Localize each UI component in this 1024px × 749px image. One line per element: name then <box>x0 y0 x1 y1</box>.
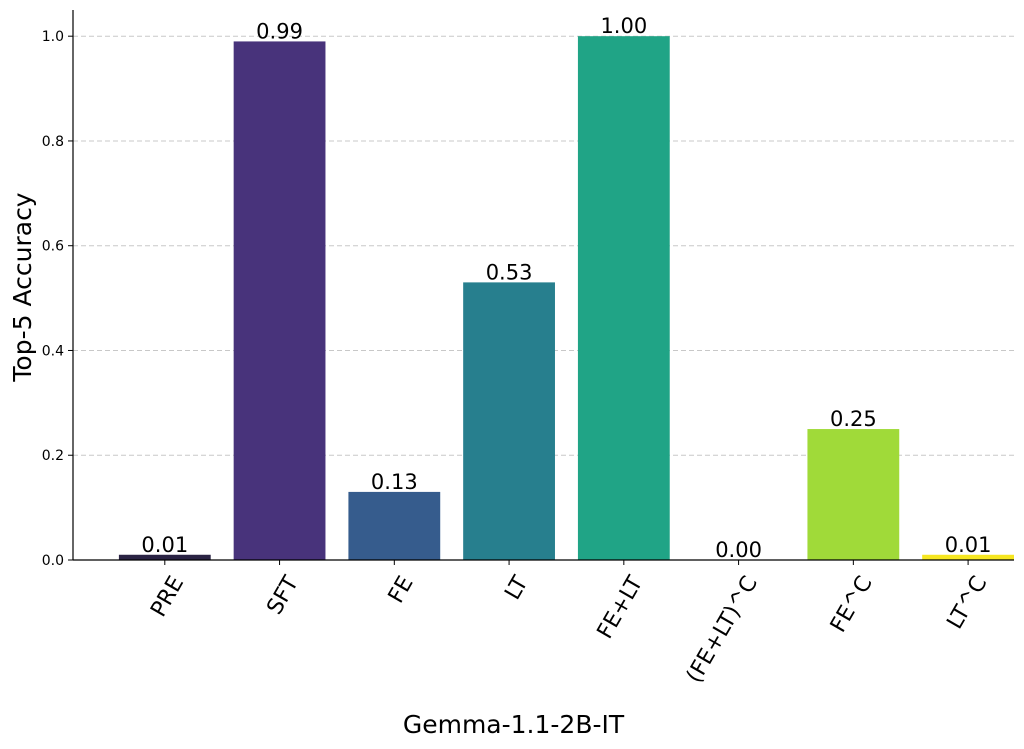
bars <box>118 36 1014 560</box>
x-tick-label: LT^C <box>943 572 993 633</box>
bar <box>118 554 211 560</box>
axes <box>68 10 1014 565</box>
x-tick-label: FE^C <box>826 572 878 637</box>
bar <box>577 36 670 560</box>
bar <box>348 491 441 560</box>
x-axis-title: Gemma-1.1-2B-IT <box>403 710 625 739</box>
y-tick-label: 1.0 <box>42 29 64 45</box>
x-tick-label: FE+LT <box>593 572 649 644</box>
bar-value-label: 1.00 <box>600 14 647 38</box>
bar <box>922 554 1014 560</box>
bar-value-label: 0.25 <box>830 407 877 431</box>
x-tick-label: SFT <box>262 572 304 619</box>
x-tick-label: PRE <box>146 572 189 621</box>
x-tick-label: LT <box>500 572 533 605</box>
bar-value-label: 0.53 <box>486 260 533 284</box>
y-tick-label: 0.2 <box>42 448 64 464</box>
x-tick-label: (FE+LT)^C <box>682 572 763 687</box>
y-tick-label: 0.6 <box>42 239 64 255</box>
bar-value-label: 0.99 <box>256 19 303 43</box>
y-tick-label: 0.0 <box>42 553 64 569</box>
bar-value-label: 0.00 <box>715 538 762 562</box>
bar <box>463 282 555 560</box>
bar-value-label: 0.01 <box>945 533 992 557</box>
bar <box>807 429 900 560</box>
y-tick-label: 0.4 <box>42 343 64 359</box>
y-tick-label: 0.8 <box>42 134 64 150</box>
y-axis-title: Top-5 Accuracy <box>8 192 37 382</box>
bar-value-label: 0.01 <box>141 533 188 557</box>
bar <box>233 41 326 560</box>
x-tick-label: FE <box>384 572 419 608</box>
bar-value-label: 0.13 <box>371 470 418 494</box>
